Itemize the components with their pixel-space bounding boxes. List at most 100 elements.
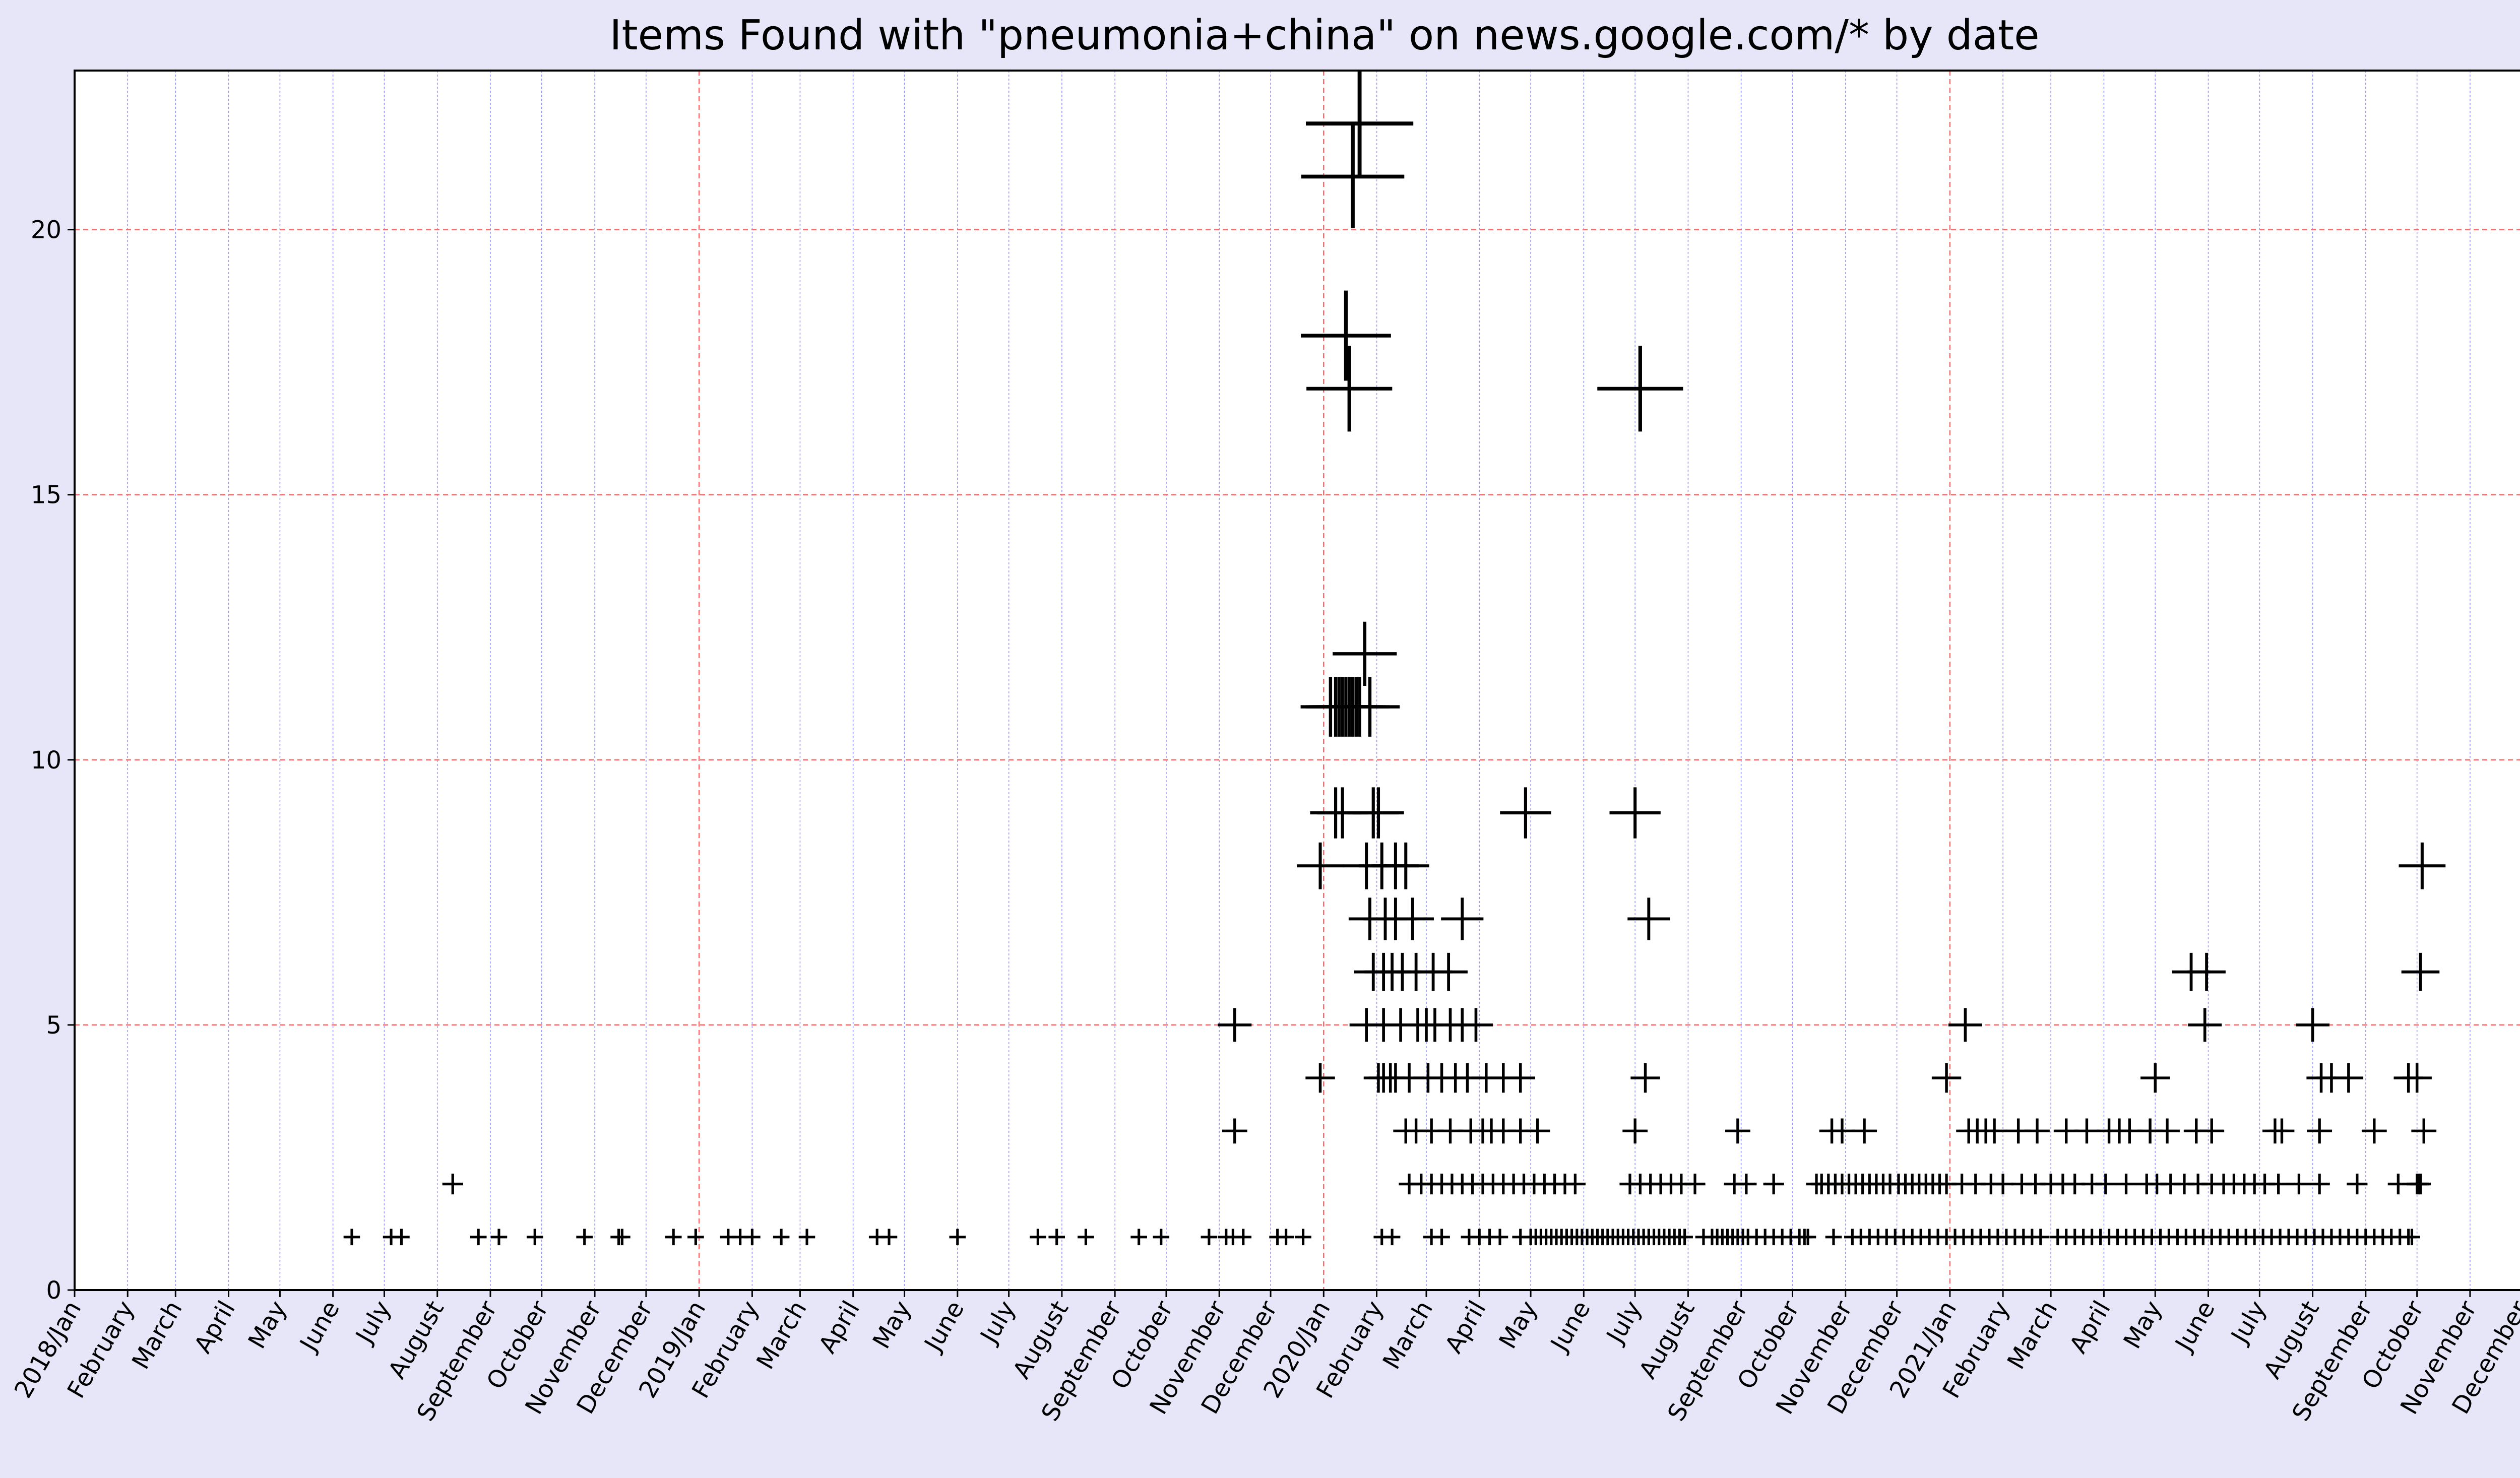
data-point-plus-marker — [1676, 1229, 1693, 1246]
data-point-plus-marker — [1830, 1118, 1855, 1144]
data-point-plus-marker — [1078, 1229, 1094, 1246]
x-tick-label: June — [2169, 1296, 2221, 1357]
data-point-plus-marker — [1564, 1173, 1586, 1195]
data-point-plus-marker — [490, 1229, 508, 1246]
data-point-plus-marker — [1305, 70, 1414, 177]
data-point-plus-marker — [2155, 1118, 2180, 1144]
data-point-plus-marker — [1736, 1173, 1757, 1195]
data-point-plus-marker — [1852, 1118, 1877, 1144]
y-tick-label: 15 — [31, 481, 61, 509]
y-tick-label: 20 — [31, 216, 61, 244]
data-point-plus-marker — [687, 1229, 704, 1246]
data-point-plus-marker — [1301, 125, 1405, 228]
x-tick-label: May — [867, 1296, 917, 1354]
data-point-plus-marker — [773, 1229, 790, 1246]
data-point-plus-marker — [1982, 1118, 2007, 1144]
data-point-plus-marker — [1353, 787, 1404, 839]
data-point-plus-marker — [1153, 1229, 1170, 1246]
data-point-plus-marker — [2268, 1173, 2289, 1195]
x-tick-label: July — [350, 1296, 397, 1349]
x-tick-label: July — [1600, 1296, 1647, 1349]
data-point-plus-marker — [1725, 1118, 1750, 1144]
data-point-plus-marker — [576, 1229, 593, 1246]
data-point-plus-marker — [2187, 952, 2226, 991]
data-point-plus-marker — [2025, 1118, 2050, 1144]
y-tick-label: 10 — [31, 746, 61, 775]
x-tick-label: April — [2064, 1296, 2116, 1358]
data-point-plus-marker — [1622, 1118, 1648, 1144]
data-point-plus-marker — [1799, 1229, 1816, 1246]
data-point-plus-marker — [2074, 1118, 2100, 1144]
x-tick-label: March — [1377, 1296, 1439, 1374]
data-point-plus-marker — [2296, 1008, 2330, 1042]
x-tick-label: June — [294, 1296, 345, 1357]
data-point-plus-marker — [1235, 1229, 1252, 1246]
data-point-plus-marker — [1931, 1063, 1962, 1093]
data-point-plus-marker — [2095, 1173, 2116, 1195]
data-point-plus-marker — [1130, 1229, 1147, 1246]
data-point-plus-marker — [1825, 1229, 1842, 1246]
data-point-plus-marker — [949, 1229, 966, 1246]
data-point-plus-marker — [1391, 897, 1434, 940]
data-point-plus-marker — [1383, 1229, 1401, 1246]
data-point-plus-marker — [2408, 1173, 2429, 1195]
x-tick-label: June — [918, 1296, 970, 1357]
data-point-plus-marker — [2347, 1173, 2368, 1195]
data-point-plus-marker — [2307, 1118, 2333, 1144]
data-point-plus-marker — [744, 1229, 761, 1246]
x-tick-label: April — [1439, 1296, 1491, 1358]
data-point-plus-marker — [1597, 346, 1683, 432]
data-point-plus-marker — [1441, 897, 1484, 940]
data-point-plus-marker — [2032, 1229, 2049, 1246]
data-point-plus-marker — [2115, 1173, 2137, 1195]
data-point-plus-marker — [1218, 1008, 1252, 1042]
data-point-plus-marker — [393, 1229, 410, 1246]
data-point-plus-marker — [2402, 1063, 2432, 1093]
x-tick-label: July — [2225, 1296, 2272, 1349]
data-point-plus-marker — [1306, 346, 1393, 432]
data-point-plus-marker — [1305, 1063, 1335, 1093]
x-tick-label: May — [1493, 1296, 1543, 1354]
data-point-plus-marker — [2309, 1173, 2330, 1195]
data-point-plus-marker — [798, 1229, 815, 1246]
data-point-plus-marker — [1301, 290, 1391, 381]
data-point-plus-marker — [2387, 1173, 2409, 1195]
data-point-plus-marker — [1763, 1173, 1784, 1195]
data-point-plus-marker — [1333, 621, 1397, 686]
plot-frame — [74, 70, 2520, 1291]
data-point-plus-marker — [2140, 1063, 2170, 1093]
x-tick-label: May — [243, 1296, 292, 1354]
data-point-plus-marker — [1505, 1063, 1535, 1093]
data-point-plus-marker — [1278, 1229, 1294, 1246]
data-point-plus-marker — [880, 1229, 898, 1246]
x-tick-label: April — [813, 1296, 865, 1358]
data-point-plus-marker — [1627, 897, 1670, 940]
data-point-plus-marker — [1684, 1173, 1706, 1195]
data-point-plus-marker — [1429, 952, 1468, 991]
x-tick-label: May — [2118, 1296, 2168, 1354]
data-point-plus-marker — [1948, 1008, 1982, 1042]
data-point-plus-marker — [1222, 1118, 1247, 1144]
plot-area — [75, 71, 2520, 1290]
data-point-plus-marker — [2199, 1118, 2225, 1144]
data-point-plus-marker — [614, 1229, 631, 1246]
data-point-plus-marker — [2411, 1118, 2437, 1144]
y-tick-label: 5 — [46, 1011, 61, 1040]
data-point-plus-marker — [1500, 787, 1551, 839]
x-tick-label: June — [1544, 1296, 1596, 1357]
data-points — [343, 70, 2446, 1246]
data-point-plus-marker — [470, 1229, 487, 1246]
data-point-plus-marker — [343, 1229, 360, 1246]
data-point-plus-marker — [442, 1173, 463, 1195]
x-tick-label: July — [974, 1296, 1021, 1349]
data-point-plus-marker — [2269, 1118, 2295, 1144]
data-point-plus-marker — [1048, 1229, 1065, 1246]
data-point-plus-marker — [1030, 1229, 1046, 1246]
data-point-plus-marker — [1201, 1229, 1218, 1246]
data-point-plus-marker — [2404, 1229, 2420, 1246]
data-point-plus-marker — [1609, 787, 1661, 839]
data-point-plus-marker — [1330, 677, 1390, 737]
data-point-plus-marker — [1295, 1229, 1311, 1246]
